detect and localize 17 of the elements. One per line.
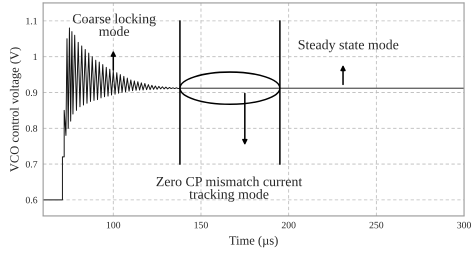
y-tick-label: 0.7 [26,160,38,168]
y-tick-label: 0.8 [26,125,38,132]
y-axis-title: VCO control voltage (V) [10,47,22,172]
annotation: Zero CP mismatch current tracking mode [156,176,302,202]
y-tick-label: 0.9 [26,89,38,96]
annotation: Steady state mode [298,40,398,52]
annotation: Coarse locking mode [72,14,156,36]
x-tick-label: 150 [194,222,208,228]
x-tick-label: 200 [282,222,296,228]
y-tick-label: 0.6 [26,196,38,204]
x-tick-label: 100 [106,222,120,228]
line-series [43,28,464,200]
y-tick-label: 1.1 [26,18,37,24]
x-axis-title: Time (µs) [229,236,278,248]
x-tick-label: 300 [457,222,471,228]
y-tick-label: 1 [34,54,37,60]
x-tick-label: 250 [369,222,384,228]
